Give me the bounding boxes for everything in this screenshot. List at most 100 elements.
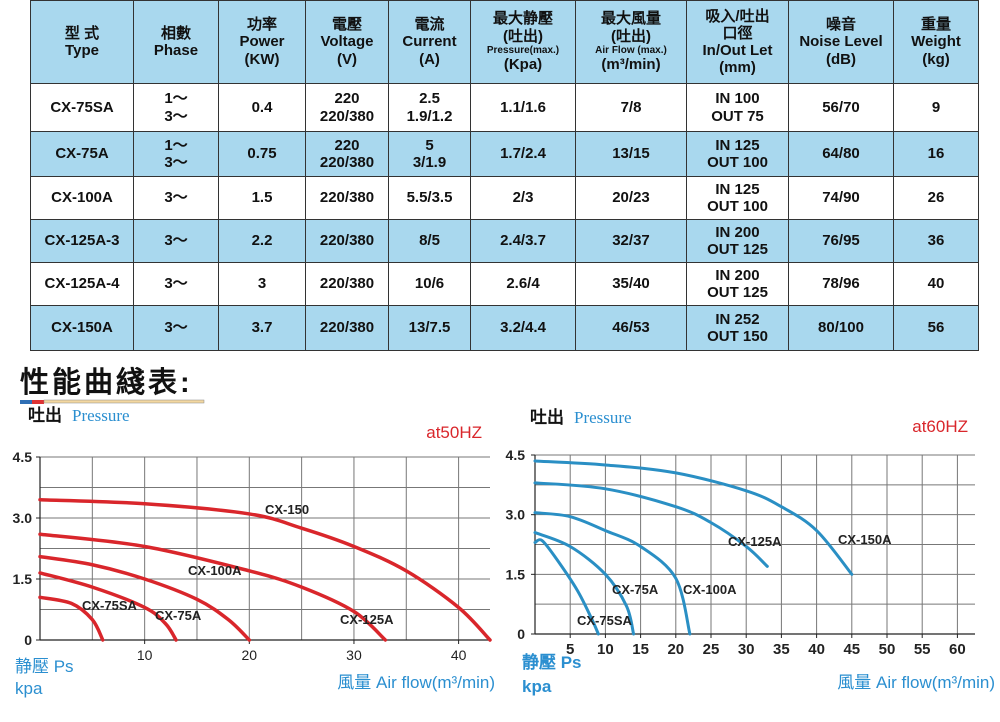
x-tick-label: 10 [597,641,614,658]
cell-text: 13/15 [612,145,650,163]
cell-text: 吸入/吐出 [705,7,770,25]
data-cell: 1.5 [218,176,306,220]
curve [533,538,600,636]
curve [533,481,769,568]
cell-text: 1.5 [251,189,273,207]
y-tick-label: 0 [24,632,32,648]
cell-text: 1～ [164,136,188,154]
cell-text: 9 [931,98,941,116]
pressure-label: 吐出 Pressure [28,405,130,425]
data-cell: 2/3 [470,176,576,220]
cell-text: 3～ [164,319,188,337]
cell-text: 2/3 [512,189,534,207]
cell-text: (m³/min) [601,56,661,74]
cell-text: 1.7/2.4 [500,145,546,163]
cell-text: 2.2 [251,232,273,250]
data-cell: CX-125A-3 [30,219,134,263]
x-tick-label: 60 [949,641,966,658]
data-cell: 3～ [133,305,219,351]
cell-text: 36 [927,232,945,250]
cell-text: OUT 100 [707,198,768,215]
pressure-en: Pressure [574,408,632,427]
frequency-label: at60HZ [912,417,968,436]
data-cell: CX-75SA [30,83,134,132]
cell-text: 3/1.9 [412,154,447,171]
cell-text: Weight [911,33,961,51]
pressure-en: Pressure [72,406,130,425]
cell-text: CX-75A [55,145,109,163]
cell-text: IN 125 [715,136,760,154]
data-cell: 56 [893,305,979,351]
cell-text: In/Out Let [702,42,773,59]
cell-text: 13/7.5 [408,319,451,337]
curve-label: CX-75SA [577,613,633,628]
curve-label: CX-75SA [82,598,138,613]
cell-text: 1.9/1.2 [406,107,453,125]
decor [32,400,44,404]
data-cell: 220/380 [305,176,389,220]
cell-text: 口徑 [722,24,753,42]
cell-text: 最大風量 [600,10,661,28]
cell-text: 電流 [414,16,445,34]
cell-text: (dB) [826,50,856,68]
cell-text: 3～ [164,107,188,125]
cell-text: 8/5 [419,232,440,250]
data-cell: 220 220/380 [305,83,389,132]
cell-text: IN 200 [715,266,760,284]
x-tick-label: 45 [843,641,860,658]
data-cell: 56/70 [788,83,894,132]
header-cell: 電壓 Voltage (V) [305,0,389,84]
cell-text: (吐出) [503,27,543,45]
data-cell: 220/380 [305,305,389,351]
cell-text: CX-125A-4 [44,275,120,293]
cell-text: IN 200 [715,223,760,241]
cell-text: OUT 125 [707,241,768,258]
cell-text: 76/95 [822,232,860,250]
data-cell: CX-150A [30,305,134,351]
cell-text: 16 [927,145,945,163]
data-cell: 20/23 [575,176,687,220]
x-tick-label: 55 [914,641,931,658]
data-cell: 1～ 3～ [133,131,219,177]
data-cell: 35/40 [575,262,687,306]
cell-text: 46/53 [612,319,650,337]
y-tick-label: 4.5 [13,449,33,465]
cell-text: Type [65,42,99,59]
cell-text: 10/6 [414,275,445,293]
x-tick-label: 50 [879,641,896,658]
data-cell: 2.2 [218,219,306,263]
cell-text: 2.6/4 [506,275,540,293]
pressure-cn: 吐出 [530,407,564,427]
header-cell: 型 式 Type [30,0,134,84]
data-cell: 13/15 [575,131,687,177]
cell-text: (A) [419,50,440,68]
cell-text: CX-100A [51,189,113,207]
curve-label: CX-125A [728,534,782,549]
cell-text: Voltage [320,33,374,51]
curve [38,497,492,642]
cell-text: 220/380 [319,189,375,207]
header-cell: 吸入/吐出 口徑 In/Out Let (mm) [686,0,789,84]
cell-text: IN 100 [715,90,760,108]
data-cell: 1～ 3～ [133,83,219,132]
data-cell: 220/380 [305,219,389,263]
curve [38,595,105,642]
cell-text: 相數 [160,24,191,42]
cell-text: 型 式 [64,24,100,42]
cell-text: 80/100 [818,319,864,337]
frequency-label: at50HZ [426,423,482,442]
curve-label: CX-125A [340,612,394,627]
decor [43,399,205,404]
x-tick-label: 35 [773,641,790,658]
x-tick-label: 20 [667,641,684,658]
cell-text: 220/380 [319,107,375,125]
curve-label: CX-150 [265,502,309,517]
cell-text: 電壓 [331,16,362,34]
spec-table: 型 式 Type 相數 Phase 功率 Power (KW) 電壓 Voltage (V) 電流 C… [30,0,979,351]
curve [533,459,854,576]
data-cell: 2.6/4 [470,262,576,306]
x-tick-label: 25 [703,641,720,658]
data-cell: 32/37 [575,219,687,263]
cell-text: 35/40 [612,275,650,293]
data-cell: 13/7.5 [388,305,471,351]
